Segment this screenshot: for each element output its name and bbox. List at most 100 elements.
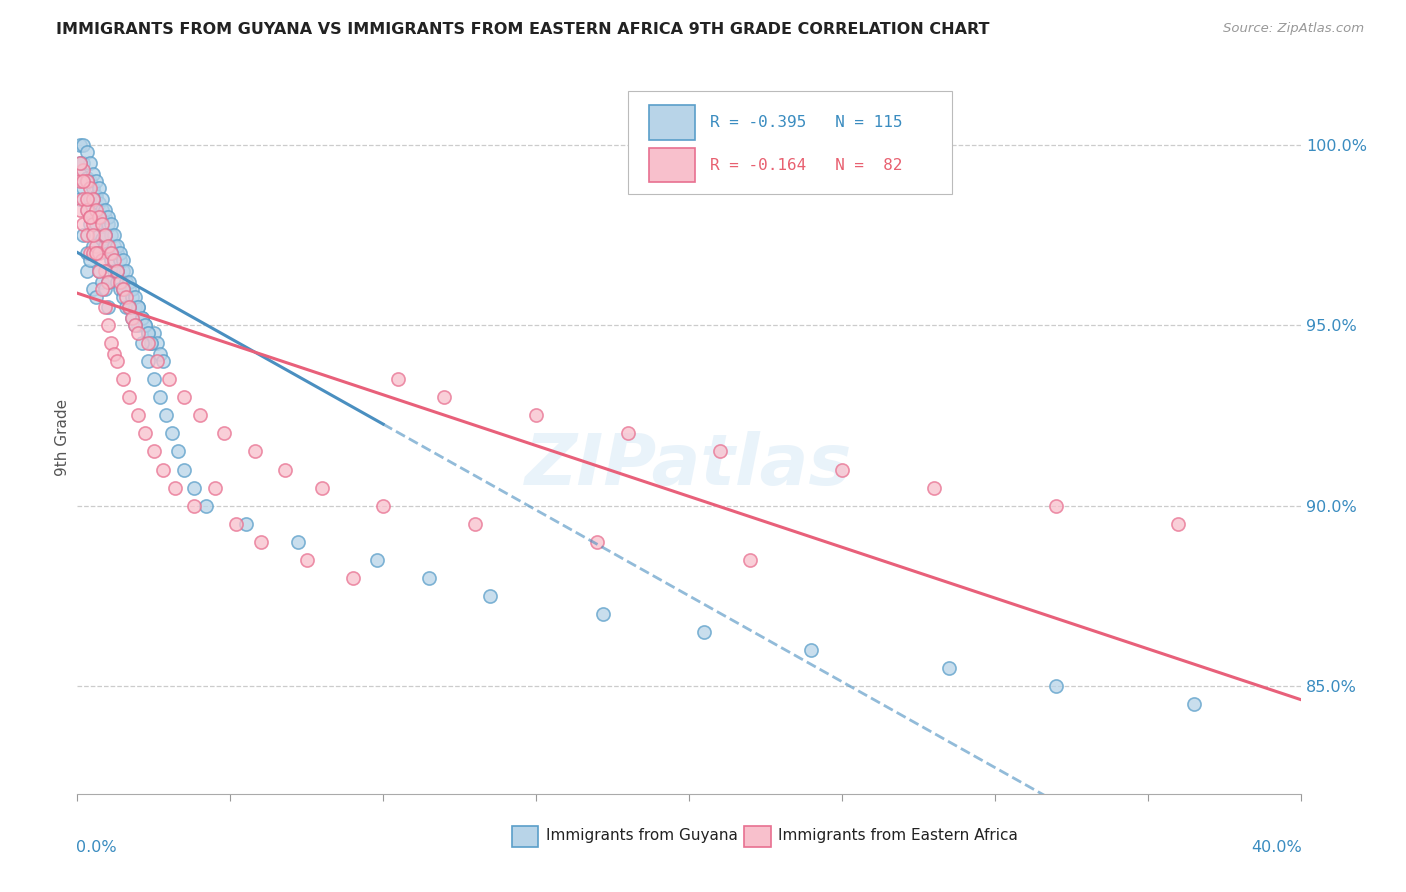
Point bbox=[115, 264, 138, 278]
Point bbox=[87, 181, 110, 195]
Y-axis label: 9th Grade: 9th Grade bbox=[55, 399, 70, 475]
Point bbox=[115, 289, 138, 303]
Point bbox=[103, 253, 125, 268]
Point bbox=[72, 163, 94, 178]
Point bbox=[118, 391, 141, 405]
Point bbox=[139, 336, 162, 351]
Point bbox=[740, 552, 762, 566]
Point bbox=[97, 275, 120, 289]
Point bbox=[76, 170, 98, 185]
Point bbox=[94, 239, 117, 253]
Point bbox=[128, 326, 150, 340]
Point bbox=[124, 318, 146, 333]
Point bbox=[94, 301, 117, 315]
Point bbox=[76, 264, 98, 278]
Text: 40.0%: 40.0% bbox=[1251, 840, 1302, 855]
Point bbox=[225, 516, 247, 531]
Point bbox=[134, 426, 156, 441]
Point bbox=[84, 289, 107, 303]
Point bbox=[128, 409, 150, 423]
Point bbox=[72, 138, 94, 153]
Point bbox=[274, 462, 297, 476]
Point bbox=[97, 239, 120, 253]
Point bbox=[387, 372, 409, 386]
Point bbox=[121, 282, 143, 296]
Point bbox=[97, 318, 120, 333]
Point bbox=[82, 211, 104, 225]
Point bbox=[90, 275, 112, 289]
Bar bbox=[648, 105, 695, 139]
Point bbox=[136, 336, 159, 351]
Point bbox=[142, 326, 165, 340]
Point bbox=[1167, 516, 1189, 531]
Point bbox=[124, 289, 146, 303]
Point bbox=[79, 192, 101, 206]
Point bbox=[69, 156, 91, 170]
Point bbox=[250, 534, 273, 549]
Point bbox=[235, 516, 257, 531]
Point bbox=[479, 589, 502, 603]
Point bbox=[112, 282, 135, 296]
Point bbox=[173, 391, 195, 405]
Point bbox=[82, 192, 104, 206]
Point bbox=[82, 218, 104, 232]
Point bbox=[79, 174, 101, 188]
Bar bbox=[512, 826, 538, 847]
Point bbox=[1045, 499, 1067, 513]
Point bbox=[1182, 697, 1205, 711]
Point bbox=[831, 462, 853, 476]
Point bbox=[100, 228, 122, 243]
Point bbox=[76, 174, 98, 188]
Point bbox=[134, 318, 156, 333]
Point bbox=[87, 246, 110, 260]
Point bbox=[69, 192, 91, 206]
Point bbox=[105, 246, 128, 260]
Point bbox=[152, 462, 174, 476]
Point bbox=[108, 246, 131, 260]
Point bbox=[94, 211, 117, 225]
Point bbox=[76, 174, 98, 188]
Point bbox=[938, 661, 960, 675]
Point bbox=[155, 409, 177, 423]
Text: 0.0%: 0.0% bbox=[76, 840, 117, 855]
Point bbox=[87, 264, 110, 278]
Point bbox=[152, 354, 174, 368]
Point bbox=[112, 289, 135, 303]
Point bbox=[112, 372, 135, 386]
Point bbox=[76, 202, 98, 217]
Point bbox=[82, 239, 104, 253]
Point bbox=[103, 228, 125, 243]
Point bbox=[287, 534, 309, 549]
Point bbox=[87, 211, 110, 225]
Point bbox=[136, 326, 159, 340]
Point bbox=[693, 624, 716, 639]
Text: R = -0.395   N = 115: R = -0.395 N = 115 bbox=[710, 115, 903, 130]
Point bbox=[173, 462, 195, 476]
Point bbox=[112, 282, 135, 296]
Point bbox=[100, 246, 122, 260]
Point bbox=[87, 264, 110, 278]
Point bbox=[90, 202, 112, 217]
Point bbox=[128, 301, 150, 315]
Point bbox=[112, 264, 135, 278]
Point bbox=[72, 192, 94, 206]
Point bbox=[105, 264, 128, 278]
Point bbox=[212, 426, 235, 441]
Point bbox=[97, 211, 120, 225]
Point bbox=[84, 174, 107, 188]
Point bbox=[118, 301, 141, 315]
Point bbox=[112, 253, 135, 268]
FancyBboxPatch shape bbox=[628, 91, 952, 194]
Point bbox=[105, 275, 128, 289]
Point bbox=[84, 246, 107, 260]
Point bbox=[79, 181, 101, 195]
Point bbox=[118, 282, 141, 296]
Point bbox=[82, 246, 104, 260]
Point bbox=[131, 311, 153, 326]
Point bbox=[464, 516, 486, 531]
Point bbox=[1045, 679, 1067, 693]
Point bbox=[105, 354, 128, 368]
Point bbox=[160, 426, 183, 441]
Point bbox=[366, 552, 388, 566]
Point bbox=[157, 372, 180, 386]
